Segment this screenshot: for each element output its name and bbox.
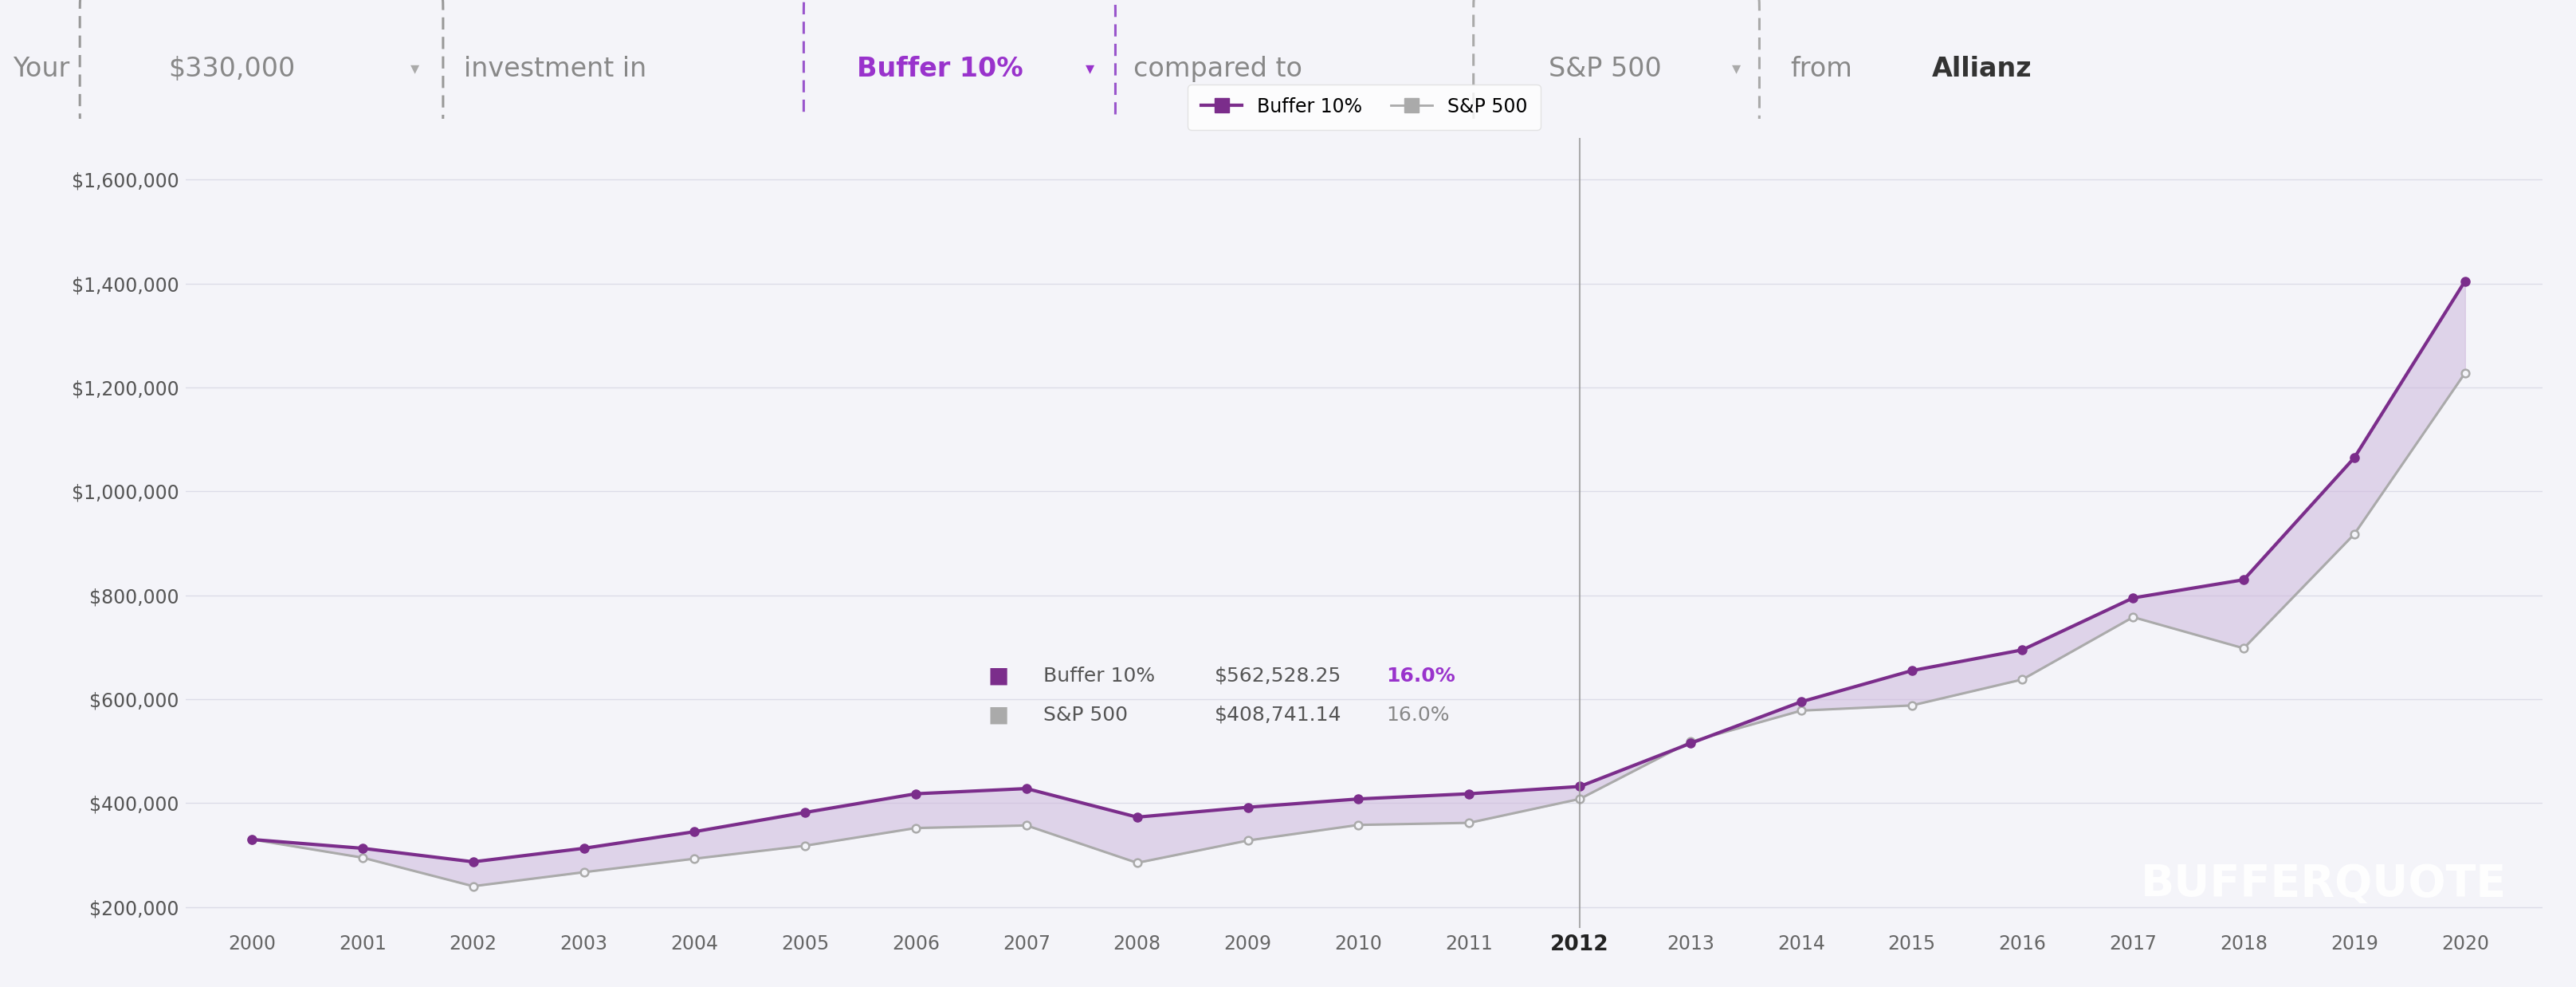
Text: S&P 500: S&P 500: [1548, 55, 1662, 82]
Text: ■: ■: [987, 664, 1010, 687]
Text: Your: Your: [13, 55, 70, 82]
Text: BUFFERQUOTE: BUFFERQUOTE: [2141, 863, 2506, 906]
Text: S&P 500: S&P 500: [1043, 706, 1128, 724]
Text: 16.0%: 16.0%: [1386, 706, 1450, 724]
FancyBboxPatch shape: [804, 0, 1115, 147]
Text: ▾: ▾: [1731, 61, 1741, 77]
FancyBboxPatch shape: [80, 0, 443, 147]
Text: Buffer 10%: Buffer 10%: [858, 55, 1023, 82]
Text: 16.0%: 16.0%: [1386, 666, 1455, 685]
Text: $330,000: $330,000: [167, 55, 296, 82]
Text: $562,528.25: $562,528.25: [1216, 666, 1342, 685]
Text: ■: ■: [987, 704, 1010, 726]
Text: ▾: ▾: [410, 61, 420, 77]
FancyBboxPatch shape: [1473, 0, 1759, 147]
Text: Buffer 10%: Buffer 10%: [1043, 666, 1154, 685]
Text: compared to: compared to: [1133, 55, 1303, 82]
Legend: Buffer 10%, S&P 500: Buffer 10%, S&P 500: [1188, 85, 1540, 130]
Text: ▾: ▾: [1084, 61, 1095, 77]
Text: $408,741.14: $408,741.14: [1216, 706, 1342, 724]
Text: investment in: investment in: [464, 55, 647, 82]
Text: from: from: [1790, 55, 1852, 82]
Text: Allianz: Allianz: [1932, 55, 2032, 82]
